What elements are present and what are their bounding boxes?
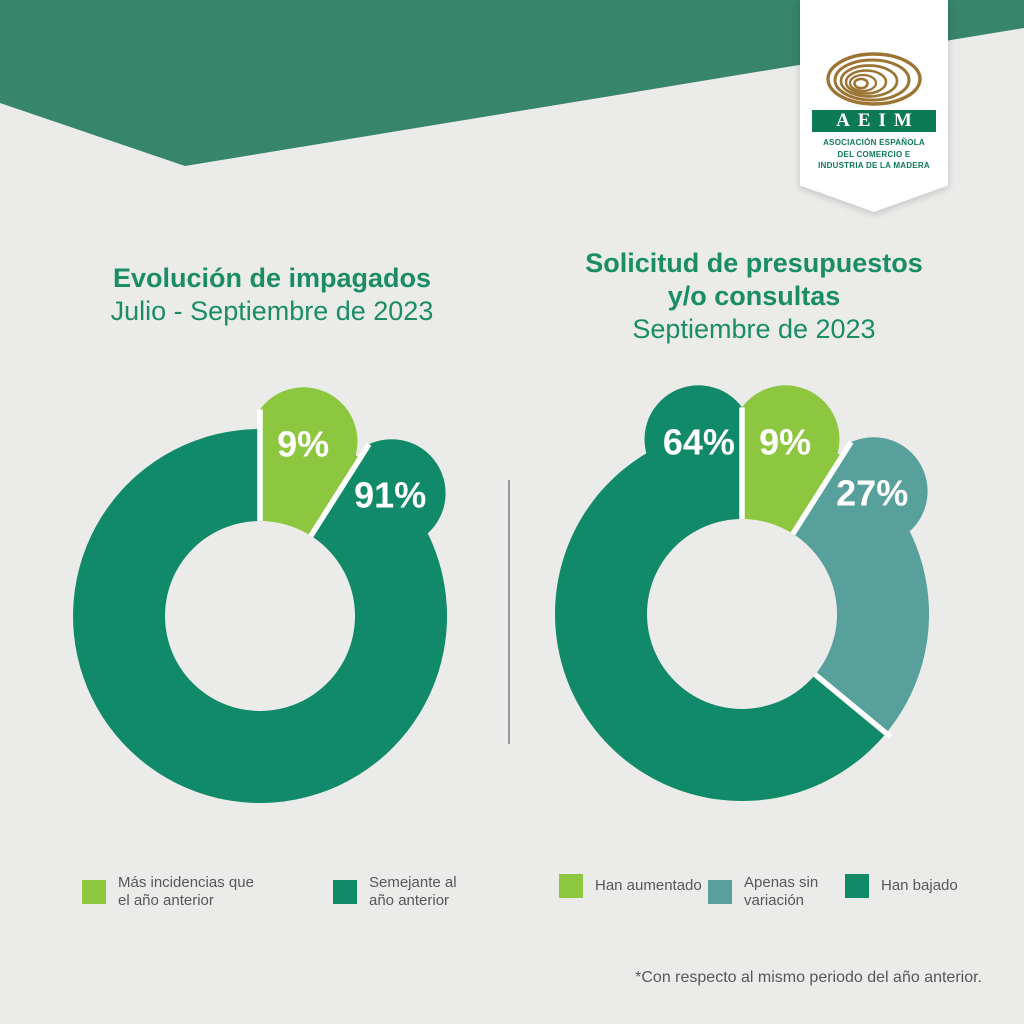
- legend-swatch-dark-green: [845, 874, 869, 898]
- slice-separator: [786, 440, 854, 542]
- slice-percentage-label: 91%: [354, 475, 426, 516]
- legend-swatch-teal: [708, 880, 732, 904]
- donut-slice-bump: [644, 385, 753, 494]
- slice-percentage-label: 9%: [759, 421, 811, 462]
- legend-item-han-aumentado: Han aumentado: [559, 874, 702, 898]
- logo-banner: AEIM ASOCIACIÓN ESPAÑOLA DEL COMERCIO E …: [800, 0, 948, 212]
- donut-hole: [165, 521, 355, 711]
- donut-slice-bump: [819, 437, 928, 546]
- footnote: *Con respecto al mismo periodo del año a…: [635, 969, 982, 986]
- donut-slice-bump: [337, 439, 446, 548]
- slice-percentage-label: 9%: [277, 423, 329, 464]
- header-band-shape: [0, 0, 1024, 166]
- logo-org-line: INDUSTRIA DE LA MADERA: [818, 161, 930, 170]
- slice-percentage-label: 64%: [663, 421, 735, 462]
- slice-separator: [808, 667, 893, 740]
- logo-banner-ribbon: AEIM ASOCIACIÓN ESPAÑOLA DEL COMERCIO E …: [800, 0, 948, 212]
- legend-label: Semejante al año anterior: [369, 874, 457, 909]
- legend-item-semejante: Semejante al año anterior: [333, 874, 469, 910]
- logo-org-line: ASOCIACIÓN ESPAÑOLA: [823, 138, 925, 147]
- legend-item-apenas-sin-variacion: Apenas sin variación: [708, 874, 834, 910]
- logo-org-name: ASOCIACIÓN ESPAÑOLA DEL COMERCIO E INDUS…: [800, 137, 948, 172]
- donut-slice-bump: [260, 387, 358, 496]
- legend-item-han-bajado: Han bajado: [845, 874, 958, 898]
- legend-item-mas-incidencias: Más incidencias que el año anterior: [82, 874, 268, 910]
- header-band: [0, 0, 1024, 166]
- slice-separator: [304, 442, 372, 544]
- legend-label: Han aumentado: [595, 877, 702, 894]
- legend-label: Apenas sin variación: [744, 874, 819, 909]
- charts-divider-line: [508, 480, 510, 744]
- logo-acronym-band: AEIM: [812, 110, 936, 132]
- donut-chart-evolucion-impagados: 9% 91%: [73, 387, 448, 803]
- legend-swatch-light-green: [82, 880, 106, 904]
- logo-org-line: DEL COMERCIO E: [837, 149, 911, 159]
- legend-label: Más incidencias que el año anterior: [118, 874, 254, 909]
- legend-swatch-dark-green: [333, 880, 357, 904]
- left-chart-subtitle: Julio - Septiembre de 2023: [110, 296, 434, 326]
- left-chart-title-block: Evolución de impagados Julio - Septiembr…: [22, 262, 522, 328]
- donut-chart-solicitud-presupuestos: 9% 27% 64%: [555, 385, 930, 801]
- legend-label: Han bajado: [881, 877, 958, 894]
- slice-percentage-label: 27%: [836, 473, 908, 514]
- right-chart-subtitle: Septiembre de 2023: [632, 314, 876, 344]
- logo-acronym: AEIM: [836, 110, 920, 131]
- donut-slice-bump: [742, 385, 840, 494]
- right-chart-title-block: Solicitud de presupuestos y/o consultas …: [504, 247, 1004, 346]
- right-chart-title-line2: y/o consultas: [667, 281, 841, 311]
- wood-rings-icon: [826, 52, 922, 106]
- left-chart-title: Evolución de impagados: [112, 263, 432, 293]
- right-chart-title: Solicitud de presupuestos: [585, 248, 923, 278]
- donut-hole: [647, 519, 837, 709]
- legend-swatch-light-green: [559, 874, 583, 898]
